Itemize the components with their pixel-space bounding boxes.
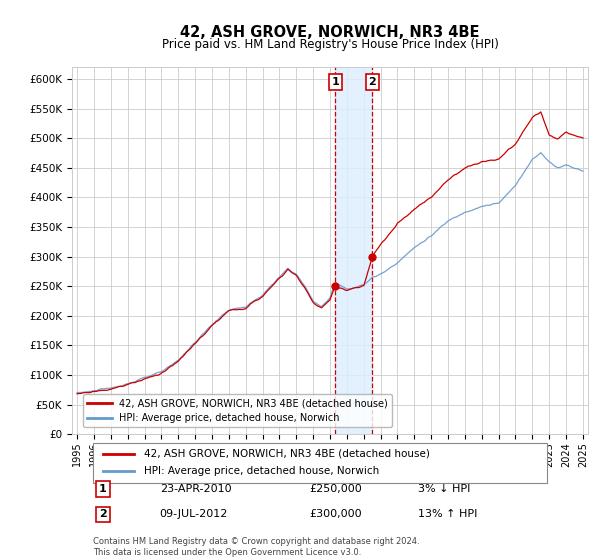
Legend: 42, ASH GROVE, NORWICH, NR3 4BE (detached house), HPI: Average price, detached h: 42, ASH GROVE, NORWICH, NR3 4BE (detache… xyxy=(83,394,392,427)
Text: £250,000: £250,000 xyxy=(310,484,362,494)
Text: 42, ASH GROVE, NORWICH, NR3 4BE: 42, ASH GROVE, NORWICH, NR3 4BE xyxy=(180,25,480,40)
Text: 13% ↑ HPI: 13% ↑ HPI xyxy=(418,510,477,520)
Text: Price paid vs. HM Land Registry's House Price Index (HPI): Price paid vs. HM Land Registry's House … xyxy=(161,38,499,51)
Text: Contains HM Land Registry data © Crown copyright and database right 2024.
This d: Contains HM Land Registry data © Crown c… xyxy=(92,538,419,557)
Text: £300,000: £300,000 xyxy=(310,510,362,520)
Text: 09-JUL-2012: 09-JUL-2012 xyxy=(160,510,228,520)
Text: 2: 2 xyxy=(99,510,107,520)
Text: 1: 1 xyxy=(99,484,107,494)
Text: 2: 2 xyxy=(368,77,376,87)
Text: HPI: Average price, detached house, Norwich: HPI: Average price, detached house, Norw… xyxy=(144,466,379,476)
Text: 23-APR-2010: 23-APR-2010 xyxy=(160,484,232,494)
Text: 1: 1 xyxy=(331,77,339,87)
Text: 42, ASH GROVE, NORWICH, NR3 4BE (detached house): 42, ASH GROVE, NORWICH, NR3 4BE (detache… xyxy=(144,449,430,459)
Bar xyxy=(335,67,373,434)
Text: 3% ↓ HPI: 3% ↓ HPI xyxy=(418,484,470,494)
FancyBboxPatch shape xyxy=(92,444,547,483)
